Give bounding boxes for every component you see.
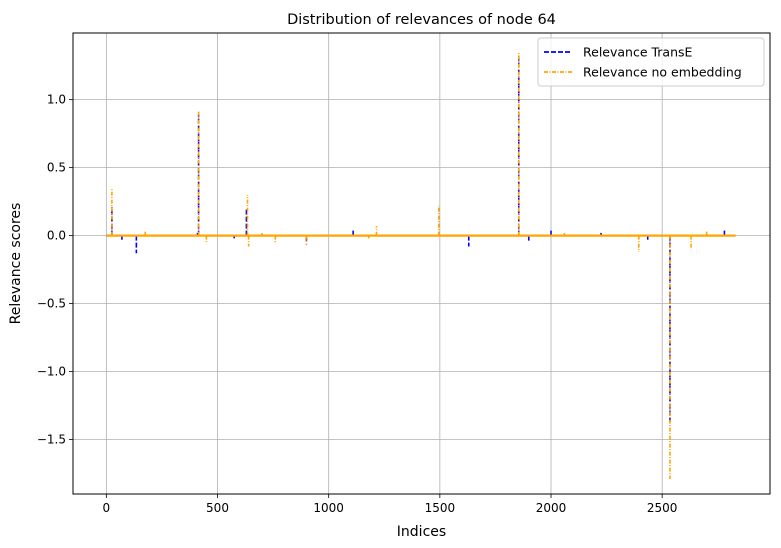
y-tick-label: −1.5 bbox=[37, 433, 66, 447]
x-tick-label: 2000 bbox=[536, 501, 567, 515]
plot-frame bbox=[72, 32, 771, 495]
legend-box bbox=[537, 37, 765, 87]
y-axis-ticks: −1.5 −1.0 −0.5 0.0 0.5 1.0 bbox=[37, 93, 73, 447]
x-tick-label: 2500 bbox=[647, 501, 678, 515]
x-tick-label: 0 bbox=[103, 501, 111, 515]
x-axis-label: Indices bbox=[397, 524, 446, 540]
series-layer bbox=[106, 52, 736, 480]
y-tick-label: 1.0 bbox=[47, 93, 66, 107]
x-tick-label: 1000 bbox=[313, 501, 344, 515]
series-1 bbox=[106, 52, 736, 480]
y-tick-label: 0.0 bbox=[47, 229, 66, 243]
y-axis-label: Relevance scores bbox=[8, 203, 24, 325]
y-tick-label: −1.0 bbox=[37, 365, 66, 379]
y-tick-label: −0.5 bbox=[37, 297, 66, 311]
chart-title: Distribution of relevances of node 64 bbox=[287, 12, 556, 28]
x-tick-label: 1500 bbox=[425, 501, 456, 515]
y-tick-label: 0.5 bbox=[47, 161, 66, 175]
legend: Relevance TransE Relevance no embedding bbox=[537, 37, 765, 87]
legend-label-no-embedding: Relevance no embedding bbox=[583, 65, 742, 80]
legend-label-transe: Relevance TransE bbox=[583, 45, 693, 60]
x-axis-ticks: 0 500 1000 1500 2000 2500 bbox=[103, 494, 678, 515]
x-tick-label: 500 bbox=[206, 501, 229, 515]
